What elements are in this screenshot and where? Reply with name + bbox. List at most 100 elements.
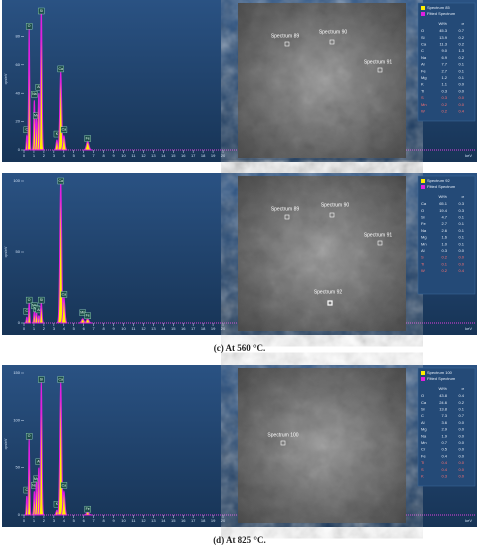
table-background (417, 367, 476, 487)
x-tick-label: 5 (73, 153, 76, 158)
x-tick-label: 3 (53, 326, 56, 331)
table-cell: 0.1 (458, 221, 464, 226)
peak-label: Al (37, 85, 40, 89)
table-header: σ (462, 386, 465, 391)
x-tick-label: 16 (181, 518, 186, 523)
x-tick-label: 19 (211, 518, 216, 523)
peak-label: K (56, 132, 59, 136)
x-tick-label: 11 (131, 518, 136, 523)
x-tick-label: 9 (112, 153, 115, 158)
legend-swatch (421, 371, 425, 375)
caption: (d) At 825 °C. (213, 535, 266, 545)
table-cell: 0.1 (458, 235, 464, 240)
peak-label-box (57, 376, 64, 383)
table-cell: 0.3 (441, 473, 447, 478)
spectrum-peak (38, 382, 45, 516)
table-cell: 0.3 (441, 95, 447, 100)
y-tick-label: 80 (16, 33, 21, 38)
x-tick-label: 6 (83, 326, 86, 331)
peak-label: Si (40, 377, 43, 381)
x-tick-label: 11 (131, 153, 136, 158)
table-cell: 0.1 (458, 68, 464, 73)
x-tick-label: 7 (93, 326, 96, 331)
x-tick-label: 0 (23, 326, 26, 331)
table-background (417, 2, 476, 122)
y-tick-label: 50 (16, 465, 21, 470)
table-cell: K (421, 473, 424, 478)
peak-label: Ca (58, 179, 63, 183)
table-cell: Ti (421, 88, 424, 93)
x-tick-label: 2 (43, 326, 46, 331)
y-tick-label: 100 (13, 178, 20, 183)
peak-label-box (84, 135, 91, 142)
sem-image (238, 368, 406, 523)
table-cell: O (421, 208, 424, 213)
peak-label: O (28, 298, 31, 302)
peak-label-box (60, 482, 68, 489)
peak-label-box (84, 312, 91, 319)
table-cell: 0.7 (441, 440, 447, 445)
table-cell: 19.4 (439, 208, 448, 213)
table-cell: Mn (421, 241, 427, 246)
table-background (417, 175, 476, 295)
table-cell: Mg (421, 427, 427, 432)
table-cell: 0.7 (458, 413, 464, 418)
x-tick-label: 7 (93, 518, 96, 523)
spectrum-peak (26, 29, 32, 151)
table-cell: 0.2 (458, 41, 464, 46)
x-tick-label: 14 (161, 326, 166, 331)
table-cell: Mn (421, 440, 427, 445)
x-tick-label: 17 (191, 153, 196, 158)
table-cell: Mn (421, 102, 427, 107)
table-cell: 2.6 (441, 228, 447, 233)
x-tick-label: 2 (43, 518, 46, 523)
spectrum-marker (284, 41, 290, 47)
table-cell: 0.1 (458, 214, 464, 219)
table-cell: Al (421, 248, 425, 253)
peak-label: K (56, 502, 59, 506)
peak-label: C (26, 488, 29, 492)
table-cell: S (421, 95, 424, 100)
table-cell: 0.0 (458, 88, 464, 93)
x-tick-label: 10 (121, 518, 126, 523)
table-cell: 0.3 (458, 208, 464, 213)
x-tick-label: 12 (141, 153, 146, 158)
table-cell: 0.0 (458, 447, 464, 452)
table-cell: Fe (421, 221, 426, 226)
x-tick-label: 6 (83, 518, 86, 523)
peak-label: Fe (86, 507, 90, 511)
table-cell: Si (421, 214, 425, 219)
x-tick-label: 14 (161, 518, 166, 523)
peak-label-box (57, 65, 64, 73)
sem-image (238, 176, 406, 331)
image-label: Spectrum 92 (314, 289, 343, 295)
peak-label: Ca (62, 292, 67, 296)
x-tick-label: 0 (23, 518, 26, 523)
peak-label-box (84, 505, 91, 513)
table-cell: 0.1 (441, 261, 447, 266)
table-cell: 0.0 (458, 261, 464, 266)
table-cell: 0.0 (458, 460, 464, 465)
spectrum-peak (60, 134, 68, 151)
table-cell: Fe (421, 453, 426, 458)
x-tick-label: 7 (93, 153, 96, 158)
x-tick-label: 13 (151, 518, 156, 523)
x-tick-label: 18 (201, 518, 206, 523)
x-tick-label: 13 (151, 326, 156, 331)
spectrum-peak (27, 303, 32, 324)
image-label: Spectrum 89 (271, 33, 300, 39)
table-cell: 0.0 (458, 255, 464, 260)
x-axis-label: keV (465, 153, 472, 158)
spectrum-peak (38, 301, 44, 324)
peak-label: Si (40, 9, 43, 13)
x-axis-label: keV (465, 326, 472, 331)
sem-image (238, 3, 406, 158)
table-cell: 0.1 (458, 241, 464, 246)
table-cell: 0.0 (458, 427, 464, 432)
x-tick-label: 2 (43, 153, 46, 158)
legend-label: Spectrum 100 (427, 370, 453, 375)
table-header: σ (462, 194, 465, 199)
table-cell: 24.6 (439, 400, 448, 405)
peak-label-box (60, 291, 68, 298)
y-tick-label: 50 (16, 249, 21, 254)
